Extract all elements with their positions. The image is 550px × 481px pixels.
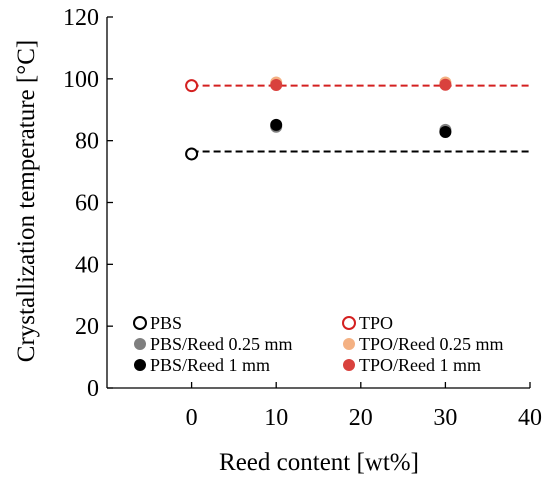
y-tick-label: 20 [75, 314, 99, 340]
legend-marker [343, 338, 355, 350]
reference-lines [191, 84, 530, 153]
legend-marker [134, 338, 146, 350]
x-tick-label: 40 [518, 405, 542, 431]
data-point [439, 78, 452, 91]
y-tick-label: 40 [75, 252, 99, 278]
legend-label: PBS/Reed 1 mm [150, 355, 270, 375]
legend-marker [133, 316, 147, 330]
data-point [185, 147, 199, 161]
y-tick-label: 0 [87, 376, 99, 402]
legend-marker [343, 359, 355, 371]
y-tick-label: 120 [63, 5, 99, 31]
legend-label: TPO/Reed 0.25 mm [359, 334, 504, 354]
x-tick-label: 10 [264, 405, 288, 431]
data-point [270, 79, 283, 92]
data-point [270, 118, 283, 131]
x-tick-label: 0 [186, 405, 198, 431]
legend-label: PBS/Reed 0.25 mm [150, 334, 293, 354]
y-tick-label: 60 [75, 191, 99, 217]
legend-marker [134, 359, 146, 371]
legend-label: PBS [150, 313, 182, 333]
data-point [185, 79, 199, 93]
y-tick-label: 80 [75, 129, 99, 155]
y-tick-label: 100 [63, 67, 99, 93]
data-points [185, 76, 452, 161]
data-point [439, 126, 452, 139]
y-axis-title: Crystallization temperature [°C] [13, 40, 40, 362]
axes: 0 20 40 60 80 100 120 0 10 20 30 40 [63, 5, 542, 431]
legend-label: TPO/Reed 1 mm [359, 355, 481, 375]
x-tick-label: 20 [349, 405, 373, 431]
legend-marker [342, 316, 356, 330]
legend: PBS TPO PBS/Reed 0.25 mm TPO/Reed 0.25 mm PB… [133, 313, 504, 375]
x-axis-title: Reed content [wt%] [219, 449, 419, 476]
x-tick-label: 30 [433, 405, 457, 431]
legend-label: TPO [359, 313, 393, 333]
